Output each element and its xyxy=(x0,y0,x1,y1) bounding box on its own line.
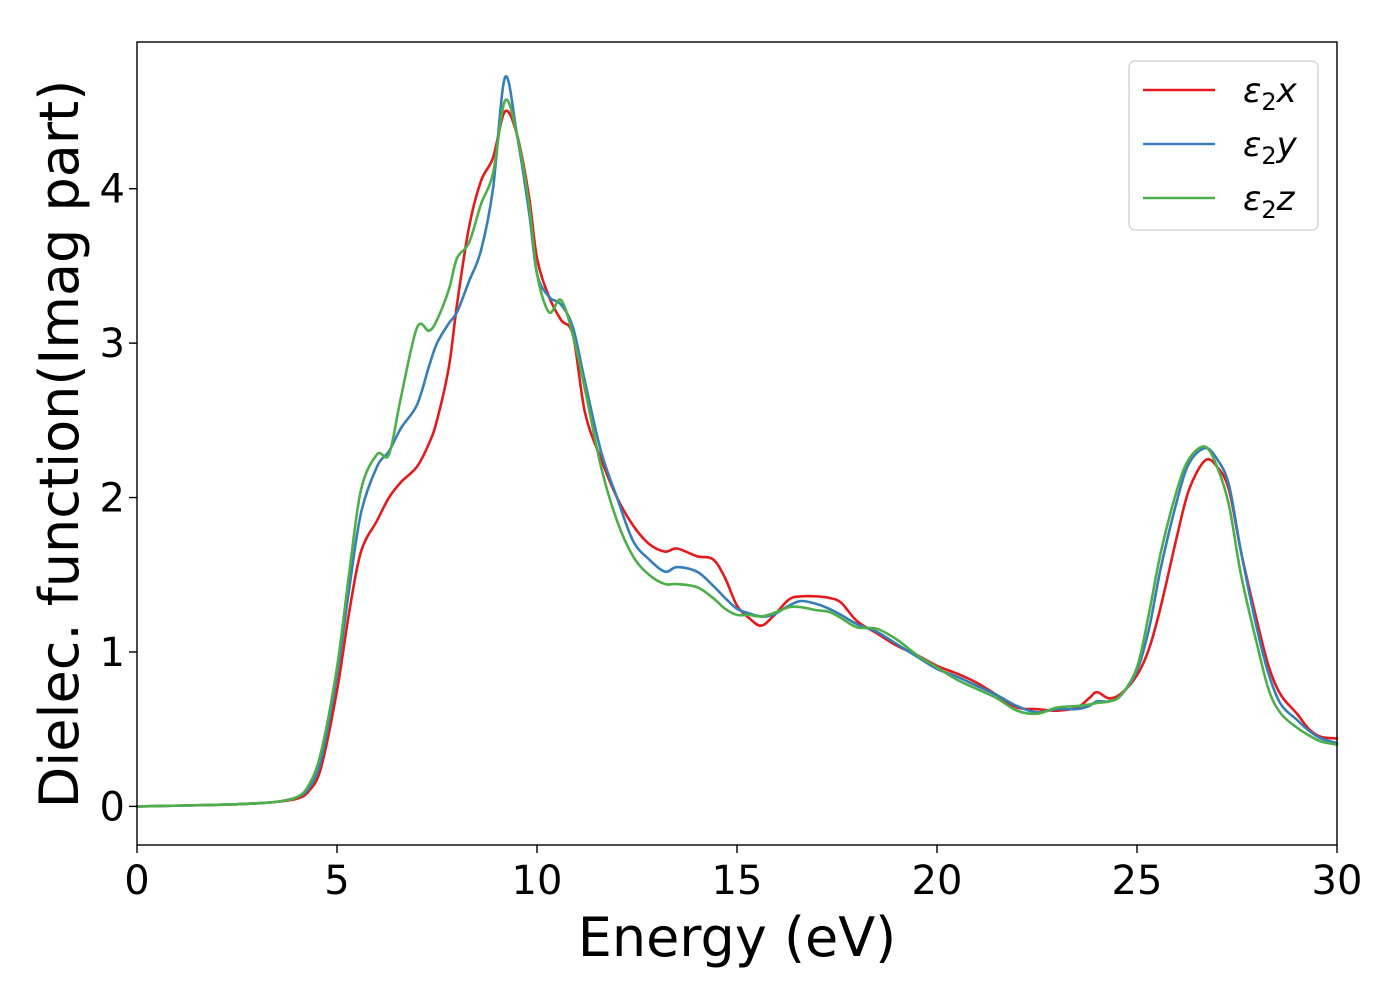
x-axis-ticks: 0 5 10 15 20 25 30 xyxy=(124,845,1362,904)
y-axis-title: Dielec. function(Imag part) xyxy=(28,80,91,809)
series-line-y xyxy=(135,75,1339,808)
legend-label: ε2z xyxy=(1243,179,1296,224)
legend: ε2x ε2y ε2z xyxy=(1128,60,1319,231)
legend-label: ε2y xyxy=(1243,125,1298,170)
x-axis-title: Energy (eV) xyxy=(578,906,897,969)
series-line-x xyxy=(135,109,1339,808)
x-tick-label: 0 xyxy=(124,858,149,904)
y-tick-label: 4 xyxy=(100,167,125,213)
y-tick-label: 2 xyxy=(100,476,125,522)
legend-item-z: ε2z xyxy=(1143,179,1296,224)
legend-item-x: ε2x xyxy=(1143,71,1298,116)
legend-box xyxy=(1128,60,1319,231)
y-tick-label: 1 xyxy=(100,630,125,676)
legend-item-y: ε2y xyxy=(1143,125,1298,170)
legend-label: ε2x xyxy=(1243,71,1298,116)
y-tick-label: 0 xyxy=(100,784,125,830)
y-axis-ticks: 0 1 2 3 4 xyxy=(100,167,137,830)
x-tick-label: 5 xyxy=(324,858,349,904)
x-tick-label: 25 xyxy=(1112,858,1163,904)
x-tick-label: 15 xyxy=(712,858,763,904)
x-tick-label: 30 xyxy=(1312,858,1363,904)
x-tick-label: 10 xyxy=(512,858,563,904)
x-tick-label: 20 xyxy=(912,858,963,904)
plot-lines xyxy=(135,75,1339,808)
series-line-z xyxy=(135,98,1339,808)
y-tick-label: 3 xyxy=(100,321,125,367)
